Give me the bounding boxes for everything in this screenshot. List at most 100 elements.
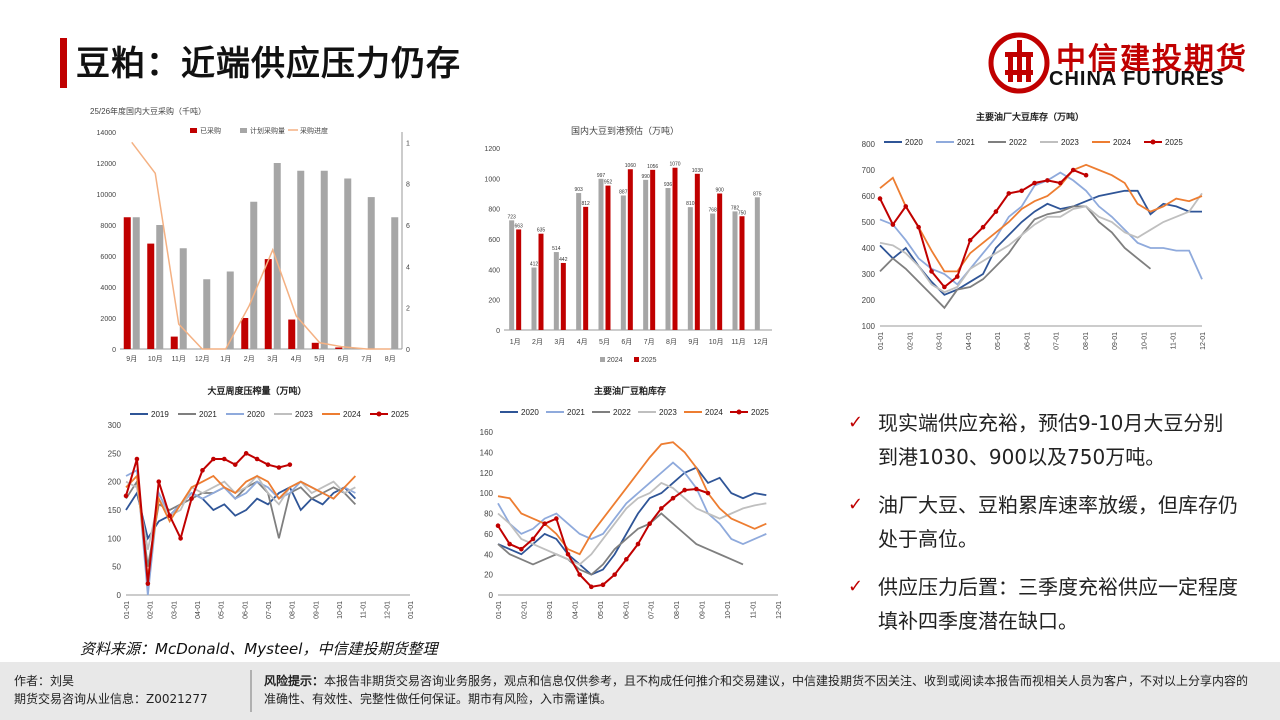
crush-chart: 大豆周度压榨量（万吨） 0 50 100 150 200 250 300 01-01 02-01 0… [92,380,422,630]
logo-text-en: CHINA FUTURES [1049,68,1225,90]
x-tick-label: 01-01 [408,601,415,619]
bar-planned [179,248,187,349]
bar-2024 [643,179,649,330]
x-tick-label: 08-01 [674,601,681,619]
chart-title: 国内大豆到港预估（万吨） [571,125,679,136]
point-2025 [916,224,921,230]
legend-label: 2022 [613,408,631,417]
x-tick-label: 5月 [599,338,610,346]
point-2025 [705,490,711,496]
x-tick-label: 10月 [709,338,724,346]
bar-purchased [311,342,319,349]
meal-inventory-chart: 主要油厂豆粕库存 0 20 40 60 80 100 120 140 160 01-01 02-01 0… [470,380,790,630]
y-tick-label: 2000 [100,316,116,323]
page-title: 豆粕：近端供应压力仍存 [76,44,461,84]
bar-value-label: 750 [738,210,747,216]
y-tick-label: 20 [484,571,493,580]
bar-2024 [509,220,515,330]
legend-label: 2020 [521,408,539,417]
x-tick-label: 3月 [554,338,565,346]
point-2025 [1058,180,1063,186]
y-tick-label: 600 [862,192,876,201]
x-tick-label: 5月 [314,355,325,362]
y-tick-label: 250 [108,449,122,458]
point-2025 [211,456,216,462]
line-2021 [497,461,767,546]
x-tick-label: 11月 [172,355,186,362]
y-tick-label: 14000 [97,130,117,137]
bar-purchased [147,243,155,349]
bar-2025 [739,216,745,330]
chart-title: 主要油厂豆粕库存 [594,385,666,396]
x-tick-label: 08-01 [1083,332,1090,350]
legend-label: 2025 [391,410,409,419]
purchase-chart: 25/26年度国内大豆采购（千吨） 0 2000 4000 6000 8000 10000 1… [80,102,410,362]
bar-value-label: 1060 [625,163,636,169]
point-2025 [1006,191,1012,196]
x-tick-label: 6月 [338,355,349,362]
bar-value-label: 514 [552,246,561,252]
legend-label: 2021 [567,408,585,417]
bullet-text: 供应压力后置：三季度充裕供应一定程度填补四季度潜在缺口。 [878,575,1238,633]
x-tick-label: 04-01 [572,601,579,619]
y-tick-label: 0 [112,347,116,354]
y-tick-label: 120 [480,469,494,478]
x-tick-label: 6月 [621,338,632,346]
x-tick-label: 05-01 [219,601,226,619]
point-2025 [589,584,594,590]
bar-purchased [123,217,131,349]
x-tick-label: 10月 [148,355,163,362]
y-tick-label: 300 [108,421,122,430]
y-tick-label: 0 [496,328,500,335]
point-2025 [232,462,238,467]
point-2025 [659,506,664,511]
point-2025 [1070,167,1076,173]
legend-label: 已采购 [200,126,221,135]
line-2021 [879,171,1203,286]
y-tick-label: 80 [484,510,493,519]
x-tick-label: 3月 [267,355,278,362]
bar-planned [250,201,258,349]
legend-label: 2022 [1009,138,1027,147]
y-tick-label: 800 [862,140,876,149]
point-2025 [507,541,512,547]
bar-2025 [717,193,723,330]
x-tick-label: 4月 [291,355,302,362]
y-tick-label: 200 [108,478,122,487]
x-tick-label: 01-01 [124,601,131,619]
bar-value-label: 1056 [647,164,658,170]
y-tick-label: 160 [480,428,494,437]
y-tick-label: 400 [862,244,876,253]
bar-2025 [605,185,611,330]
logo-text-cn: 中信建投期货 [1056,42,1248,77]
legend-swatch [634,357,639,362]
risk-label: 风险提示： [264,674,325,688]
point-2025 [542,521,547,526]
x-tick-label: 7月 [361,355,372,362]
legend-marker [736,409,742,415]
bar-purchased [241,318,249,349]
bar-2025 [627,169,633,330]
legend-label: 2023 [1061,138,1079,147]
y2-tick-label: 0% [406,347,410,354]
y-tick-label: 500 [862,218,876,227]
soy_inventory-chart-svg: 主要油厂大豆库存（万吨） 100 200 300 400 500 600 700 800 01-0… [862,111,1207,350]
line-progress [131,141,391,350]
chart-title: 25/26年度国内大豆采购（千吨） [90,106,206,116]
point-2025 [1083,172,1089,178]
x-tick-label: 12月 [195,355,210,362]
bar-planned [320,170,328,349]
y2-tick-label: 80% [406,182,410,189]
legend-swatch [190,128,197,133]
bar-value-label: 900 [715,188,724,194]
point-2025 [276,465,282,470]
point-2025 [577,572,582,577]
bar-planned [367,197,375,349]
license-number: 期货交易咨询从业信息：Z0021277 [14,692,208,706]
x-tick-label: 12-01 [776,601,783,619]
point-2025 [993,209,999,214]
point-2025 [903,204,909,209]
x-tick-label: 09-01 [700,601,707,619]
x-tick-label: 11-01 [751,601,758,618]
bar-value-label: 723 [507,214,516,220]
